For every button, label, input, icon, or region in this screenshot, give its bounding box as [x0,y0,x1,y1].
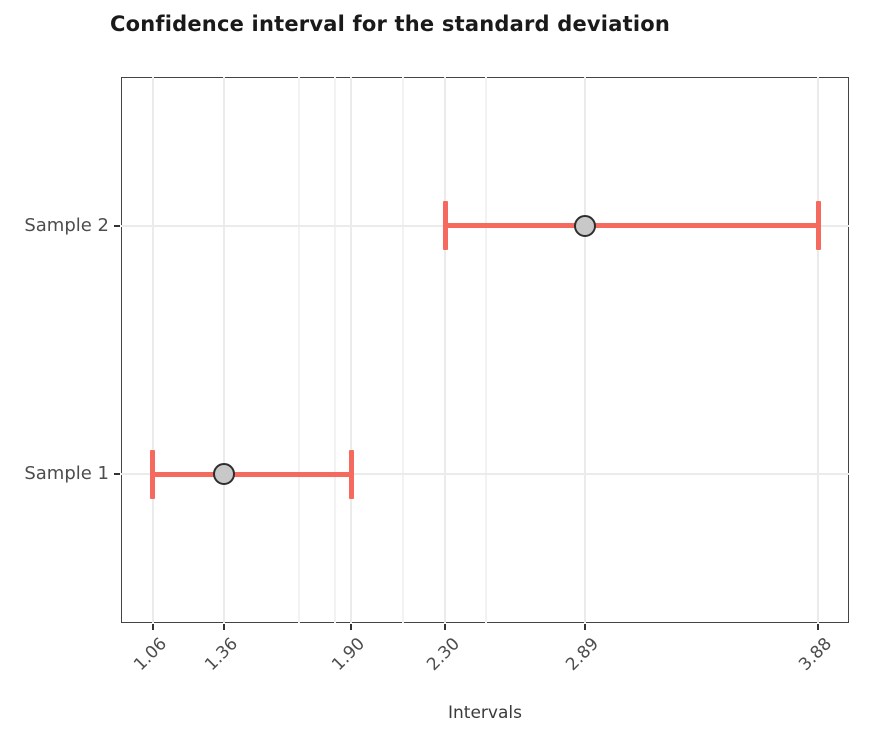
point-marker [573,214,596,237]
errorbar-line [152,471,352,477]
y-tick-mark [114,473,120,476]
errorbar-cap-right [348,449,354,499]
major-gridline [151,77,154,623]
y-tick-mark [114,224,120,227]
minor-gridline [333,77,336,623]
x-tick-mark [444,624,447,630]
minor-gridline [401,77,404,623]
major-gridline [444,77,447,623]
major-gridline [583,77,586,623]
y-tick-label: Sample 1 [24,463,109,485]
major-gridline [222,77,225,623]
row-gridline [121,473,849,476]
y-tick-label: Sample 2 [24,214,109,236]
x-tick-mark [151,624,154,630]
errorbar-cap-left [442,201,448,251]
x-tick-label: 1.36 [200,634,242,675]
errorbar-cap-left [150,449,156,499]
x-tick-label: 1.90 [328,634,370,675]
x-tick-mark [583,624,586,630]
minor-gridline [484,77,487,623]
x-tick-mark [350,624,353,630]
x-tick-label: 1.06 [130,634,172,675]
x-tick-label: 3.88 [795,634,837,675]
errorbar-cap-right [815,201,821,251]
major-gridline [817,77,820,623]
chart-title: Confidence interval for the standard dev… [110,12,670,36]
x-tick-mark [817,624,820,630]
minor-gridline [298,77,301,623]
major-gridline [350,77,353,623]
point-marker [212,463,235,486]
x-tick-label: 2.30 [422,634,464,675]
x-tick-mark [222,624,225,630]
x-axis-title: Intervals [448,703,522,723]
errorbar-line [445,223,819,229]
x-tick-label: 2.89 [561,634,603,675]
